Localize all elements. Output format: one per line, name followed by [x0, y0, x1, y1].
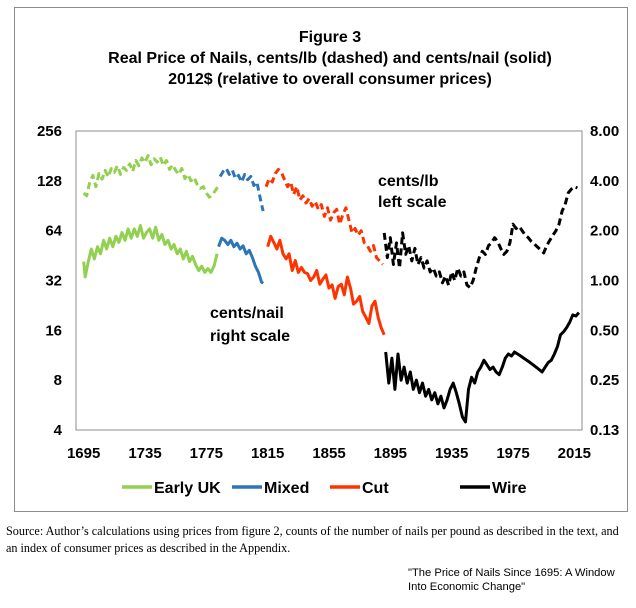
- series-cut-cents-nail-solid-line: [266, 234, 386, 336]
- plot-area: [75, 130, 583, 431]
- chart-title: Figure 3 Real Price of Nails, cents/lb (…: [108, 29, 552, 88]
- series-layer: [82, 154, 581, 424]
- x-tick-label: 1855: [312, 445, 345, 462]
- annotation-cents-lb: cents/lb left scale: [378, 173, 447, 211]
- y-right-tick-label: 2.00: [590, 223, 619, 240]
- y-right-tick-labels: 0.13 0.25 0.50 1.00 2.00 4.00 8.00: [590, 123, 619, 439]
- series-mixed-cents-lb-dashed-line: [218, 167, 265, 212]
- legend: Early UK Mixed Cut Wire: [122, 480, 527, 497]
- series-early-uk-cents-lb-dashed-line: [82, 154, 220, 199]
- x-tick-label: 1695: [67, 445, 100, 462]
- series-mixed-cents-nail-solid-line: [217, 236, 265, 285]
- y-left-tick-label: 16: [45, 322, 62, 339]
- x-tick-label: 1735: [128, 445, 161, 462]
- chart-title-line-2: Real Price of Nails, cents/lb (dashed) a…: [108, 50, 552, 67]
- y-right-tick-label: 8.00: [590, 123, 619, 140]
- y-left-tick-label: 32: [45, 273, 62, 290]
- chart: Figure 3 Real Price of Nails, cents/lb (…: [37, 29, 619, 497]
- legend-item-cut: Cut: [330, 480, 389, 497]
- y-right-tick-label: 0.13: [590, 422, 619, 439]
- legend-label: Early UK: [154, 480, 221, 497]
- legend-label: Cut: [362, 480, 389, 497]
- series-wire-cents-lb-dashed-line: [382, 185, 578, 290]
- annotation-cents-lb-line-2: left scale: [378, 194, 447, 211]
- series-cut-cents-lb-dashed-line: [264, 167, 384, 266]
- legend-item-early-uk: Early UK: [122, 480, 221, 497]
- y-right-tick-label: 0.25: [590, 372, 619, 389]
- y-left-tick-label: 128: [37, 173, 62, 190]
- y-right-tick-label: 1.00: [590, 273, 619, 290]
- x-tick-label: 1815: [251, 445, 284, 462]
- series-early-uk-cents-nail-solid-line: [82, 224, 219, 279]
- chart-title-line-1: Figure 3: [299, 29, 361, 46]
- legend-item-wire: Wire: [460, 480, 527, 497]
- x-tick-label: 1935: [435, 445, 468, 462]
- annotation-cents-nail: cents/nail right scale: [210, 305, 290, 345]
- source-note: Source: Author’s calculations using pric…: [6, 524, 619, 555]
- y-left-tick-label: 8: [54, 372, 62, 389]
- legend-label: Wire: [492, 480, 527, 497]
- x-tick-label: 1775: [190, 445, 223, 462]
- x-tick-label: 1975: [496, 445, 529, 462]
- y-left-tick-label: 256: [37, 123, 62, 140]
- annotation-cents-nail-line-2: right scale: [210, 328, 290, 345]
- y-left-tick-label: 64: [45, 223, 62, 240]
- chart-title-line-3: 2012$ (relative to overall consumer pric…: [168, 71, 492, 88]
- chart-frame: [14, 7, 628, 512]
- series-wire-cents-nail-solid-line: [384, 311, 581, 424]
- x-axis-tick-labels: 1695 1735 1775 1815 1855 1895 1935 1975 2015: [67, 445, 591, 462]
- legend-label: Mixed: [264, 480, 309, 497]
- y-right-tick-label: 4.00: [590, 173, 619, 190]
- y-left-tick-labels: 4 8 16 32 64 128 256: [37, 123, 63, 439]
- plot-border: [75, 130, 583, 431]
- annotation-cents-lb-line-1: cents/lb: [378, 173, 439, 190]
- x-tick-label: 1895: [374, 445, 407, 462]
- legend-item-mixed: Mixed: [232, 480, 309, 497]
- y-right-tick-label: 0.50: [590, 322, 619, 339]
- citation: "The Price of Nails Since 1695: A Window…: [408, 567, 615, 593]
- x-tick-label: 2015: [558, 445, 591, 462]
- annotation-cents-nail-line-1: cents/nail: [210, 305, 284, 322]
- y-left-tick-label: 4: [54, 422, 63, 439]
